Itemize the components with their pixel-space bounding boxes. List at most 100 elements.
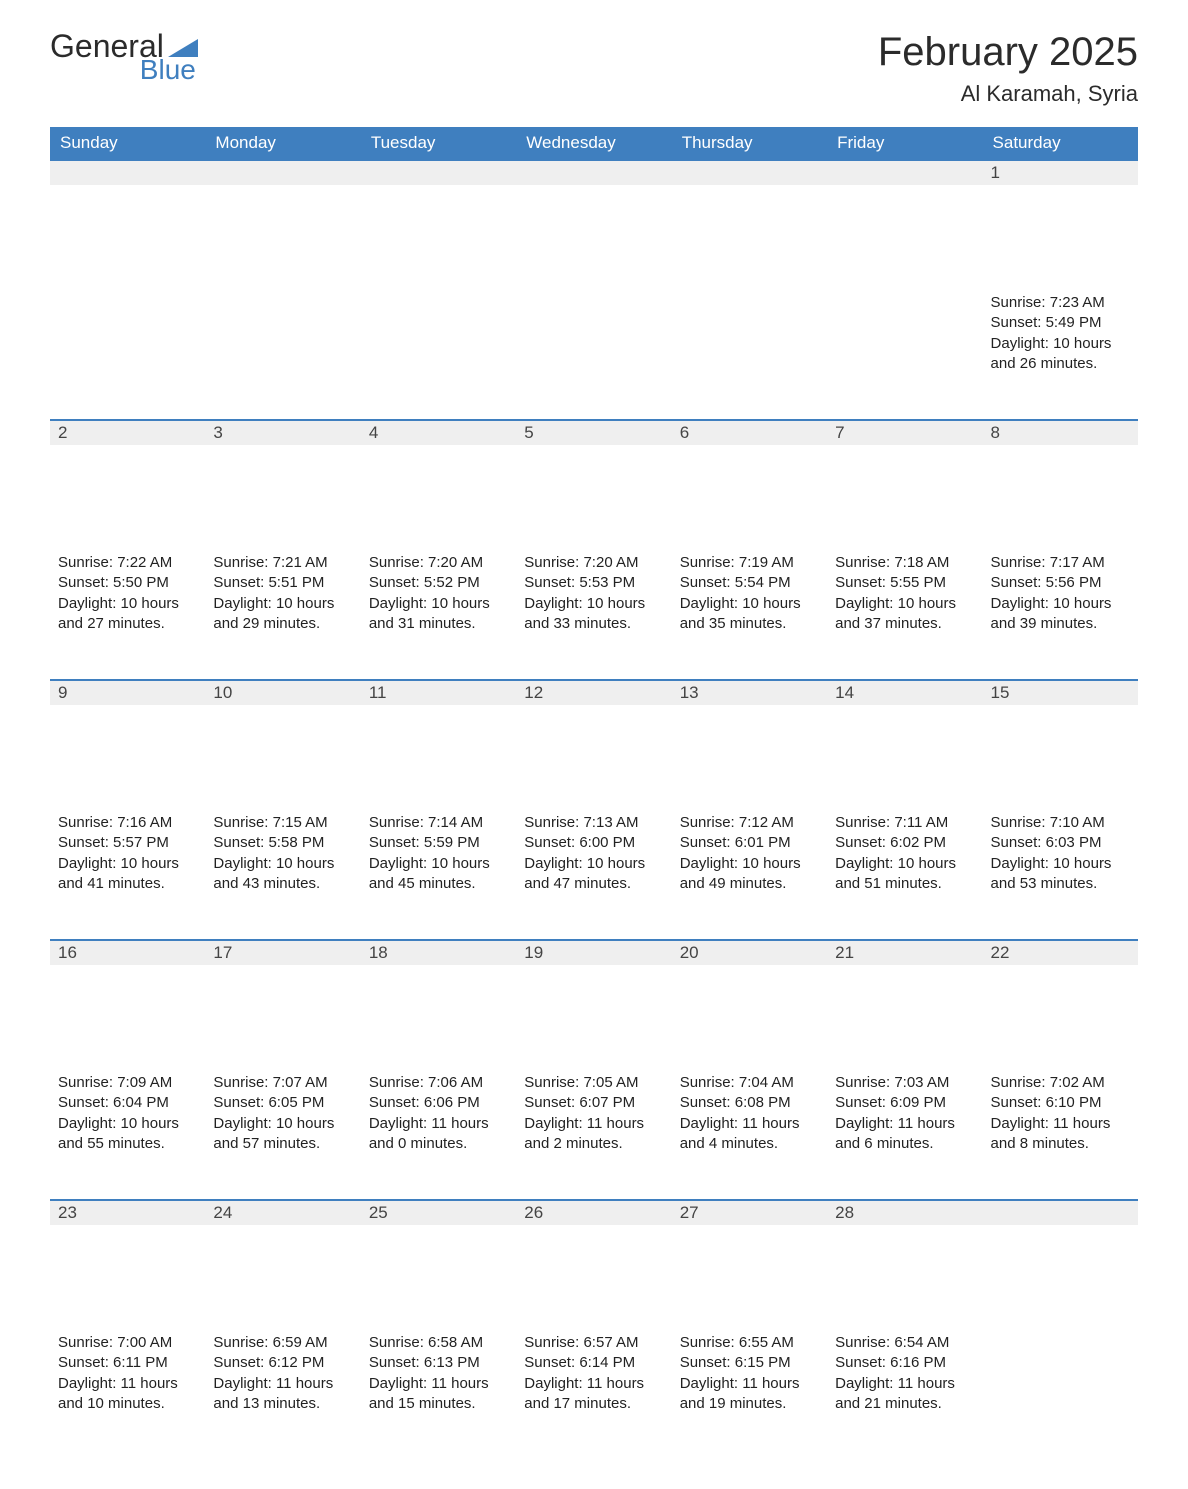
day-cell: Sunrise: 6:55 AMSunset: 6:15 PMDaylight:… <box>672 1329 827 1459</box>
sunrise-label: Sunrise: <box>991 294 1050 311</box>
day-details: Sunrise: 7:16 AMSunset: 5:57 PMDaylight:… <box>50 809 205 908</box>
day-number: 9 <box>50 679 205 705</box>
daylight-label: Daylight: <box>58 595 121 612</box>
sunrise-value: 7:18 AM <box>894 554 949 571</box>
sunrise: Sunrise: 7:11 AM <box>835 813 974 833</box>
daylight: Daylight: 10 hours and 49 minutes. <box>680 854 819 895</box>
sunset-label: Sunset: <box>991 574 1046 591</box>
daylight: Daylight: 11 hours and 10 minutes. <box>58 1374 197 1415</box>
day-cell: Sunrise: 7:00 AMSunset: 6:11 PMDaylight:… <box>50 1329 205 1459</box>
sunset-value: 6:09 PM <box>890 1094 946 1111</box>
daylight-label: Daylight: <box>680 855 743 872</box>
sunset-value: 5:54 PM <box>735 574 791 591</box>
sunrise: Sunrise: 7:06 AM <box>369 1073 508 1093</box>
day-number: 6 <box>672 419 827 445</box>
sunrise-label: Sunrise: <box>835 814 894 831</box>
daylight-label: Daylight: <box>524 1375 587 1392</box>
sunset-value: 6:14 PM <box>579 1354 635 1371</box>
day-cell: Sunrise: 7:12 AMSunset: 6:01 PMDaylight:… <box>672 809 827 939</box>
sunrise-value: 7:07 AM <box>273 1074 328 1091</box>
day-details: Sunrise: 6:59 AMSunset: 6:12 PMDaylight:… <box>205 1329 360 1428</box>
sunset: Sunset: 6:15 PM <box>680 1353 819 1373</box>
week-body-row: Sunrise: 7:16 AMSunset: 5:57 PMDaylight:… <box>50 809 1138 939</box>
sunset: Sunset: 6:16 PM <box>835 1353 974 1373</box>
sunset-label: Sunset: <box>213 834 268 851</box>
daylight: Daylight: 10 hours and 55 minutes. <box>58 1114 197 1155</box>
sunset: Sunset: 6:09 PM <box>835 1093 974 1113</box>
sunrise: Sunrise: 7:12 AM <box>680 813 819 833</box>
sunset-value: 6:15 PM <box>735 1354 791 1371</box>
sunrise-label: Sunrise: <box>213 814 272 831</box>
empty-day-cell <box>50 289 205 419</box>
day-cell: Sunrise: 7:22 AMSunset: 5:50 PMDaylight:… <box>50 549 205 679</box>
sunrise-label: Sunrise: <box>213 1074 272 1091</box>
sunset-label: Sunset: <box>680 1354 735 1371</box>
empty-day-number <box>50 159 205 185</box>
sunrise: Sunrise: 7:20 AM <box>524 553 663 573</box>
day-cell: Sunrise: 6:54 AMSunset: 6:16 PMDaylight:… <box>827 1329 982 1459</box>
weekday-header: Monday <box>205 127 360 159</box>
daylight: Daylight: 10 hours and 27 minutes. <box>58 594 197 635</box>
day-number: 20 <box>672 939 827 965</box>
sunset: Sunset: 5:49 PM <box>991 313 1130 333</box>
sunset-value: 6:07 PM <box>579 1094 635 1111</box>
sunrise: Sunrise: 7:14 AM <box>369 813 508 833</box>
weekday-header-row: SundayMondayTuesdayWednesdayThursdayFrid… <box>50 127 1138 159</box>
daylight-label: Daylight: <box>680 1375 743 1392</box>
empty-day-cell <box>205 289 360 419</box>
sunset-label: Sunset: <box>991 834 1046 851</box>
sunrise-label: Sunrise: <box>680 1074 739 1091</box>
week-daynum-row: 1 <box>50 159 1138 289</box>
sunrise-value: 7:15 AM <box>273 814 328 831</box>
daylight: Daylight: 10 hours and 45 minutes. <box>369 854 508 895</box>
sunset-label: Sunset: <box>991 1094 1046 1111</box>
sunrise: Sunrise: 7:15 AM <box>213 813 352 833</box>
sunset: Sunset: 5:54 PM <box>680 573 819 593</box>
sunrise-label: Sunrise: <box>58 1334 117 1351</box>
daylight: Daylight: 11 hours and 19 minutes. <box>680 1374 819 1415</box>
empty-day-cell <box>672 289 827 419</box>
sunset-label: Sunset: <box>369 574 424 591</box>
sunset-label: Sunset: <box>369 1354 424 1371</box>
sunrise-label: Sunrise: <box>58 1074 117 1091</box>
sunset: Sunset: 6:04 PM <box>58 1093 197 1113</box>
week-daynum-row: 16171819202122 <box>50 939 1138 1069</box>
day-number: 21 <box>827 939 982 965</box>
sunrise-label: Sunrise: <box>680 814 739 831</box>
day-number: 28 <box>827 1199 982 1225</box>
day-details: Sunrise: 7:11 AMSunset: 6:02 PMDaylight:… <box>827 809 982 908</box>
daylight-label: Daylight: <box>835 595 898 612</box>
empty-day-number <box>516 159 671 185</box>
day-cell: Sunrise: 7:20 AMSunset: 5:52 PMDaylight:… <box>361 549 516 679</box>
daylight-label: Daylight: <box>369 1375 432 1392</box>
daylight-label: Daylight: <box>991 335 1054 352</box>
weekday-header: Saturday <box>983 127 1138 159</box>
sunset: Sunset: 6:14 PM <box>524 1353 663 1373</box>
empty-day-number <box>983 1199 1138 1225</box>
sunrise-label: Sunrise: <box>991 814 1050 831</box>
day-number: 27 <box>672 1199 827 1225</box>
day-number: 13 <box>672 679 827 705</box>
sunrise-value: 7:04 AM <box>739 1074 794 1091</box>
sunset-label: Sunset: <box>680 574 735 591</box>
sunrise: Sunrise: 7:09 AM <box>58 1073 197 1093</box>
daylight: Daylight: 11 hours and 0 minutes. <box>369 1114 508 1155</box>
day-number: 16 <box>50 939 205 965</box>
sunrise-value: 7:20 AM <box>428 554 483 571</box>
sunset: Sunset: 5:56 PM <box>991 573 1130 593</box>
sunrise-label: Sunrise: <box>369 814 428 831</box>
day-number: 3 <box>205 419 360 445</box>
sunrise-label: Sunrise: <box>213 1334 272 1351</box>
sunset-value: 5:50 PM <box>113 574 169 591</box>
day-details: Sunrise: 7:20 AMSunset: 5:52 PMDaylight:… <box>361 549 516 648</box>
weekday-header: Sunday <box>50 127 205 159</box>
sunset-label: Sunset: <box>524 574 579 591</box>
daylight: Daylight: 10 hours and 47 minutes. <box>524 854 663 895</box>
day-number: 14 <box>827 679 982 705</box>
sunset-label: Sunset: <box>213 574 268 591</box>
daylight: Daylight: 10 hours and 51 minutes. <box>835 854 974 895</box>
day-cell: Sunrise: 7:21 AMSunset: 5:51 PMDaylight:… <box>205 549 360 679</box>
sunset: Sunset: 6:00 PM <box>524 833 663 853</box>
sunrise: Sunrise: 7:17 AM <box>991 553 1130 573</box>
sunset-value: 6:01 PM <box>735 834 791 851</box>
